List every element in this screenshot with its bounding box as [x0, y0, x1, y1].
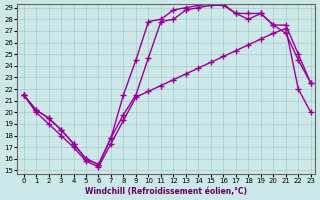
X-axis label: Windchill (Refroidissement éolien,°C): Windchill (Refroidissement éolien,°C) [85, 187, 247, 196]
